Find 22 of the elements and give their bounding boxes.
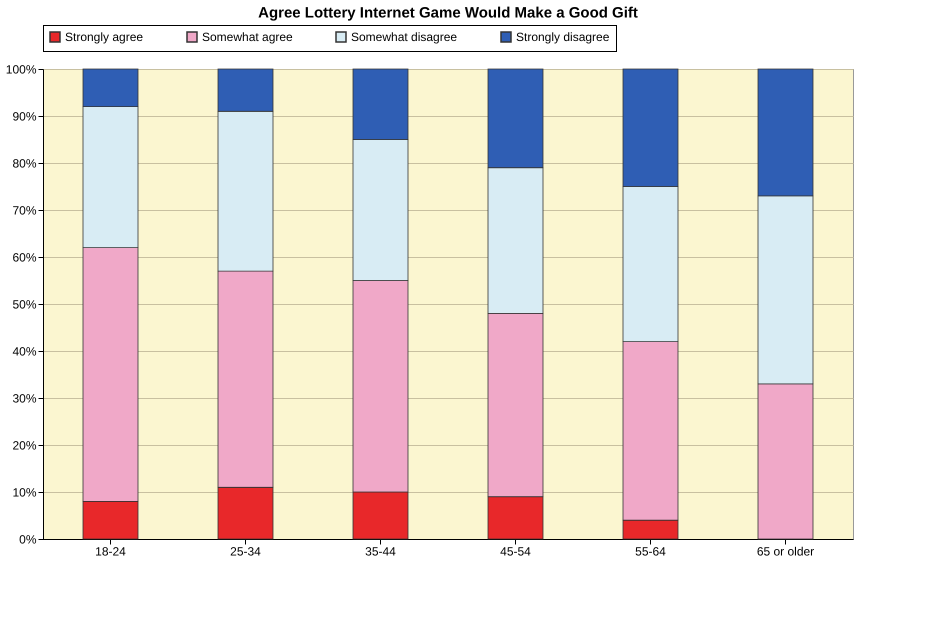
y-tick-label: 80% [12, 156, 37, 170]
legend-label: Strongly disagree [516, 30, 610, 44]
x-tick-label: 35-44 [365, 544, 396, 558]
y-tick-label: 90% [12, 110, 37, 124]
legend-label: Somewhat agree [202, 30, 294, 44]
y-tick-label: 10% [12, 486, 37, 500]
chart-title: Agree Lottery Internet Game Would Make a Good Gift [258, 4, 638, 22]
legend-label: Somewhat disagree [351, 30, 458, 44]
y-tick-label: 50% [12, 298, 37, 312]
y-tick-label: 60% [12, 250, 37, 264]
x-tick-label: 65 or older [756, 544, 814, 558]
y-tick-label: 70% [12, 204, 37, 218]
x-tick-label: 45-54 [500, 544, 532, 558]
y-tick-label: 20% [12, 438, 37, 452]
y-tick-label: 30% [12, 392, 37, 406]
x-tick-label: 18-24 [95, 544, 126, 558]
x-tick-label: 55-64 [635, 544, 666, 558]
y-tick-label: 100% [6, 62, 37, 76]
legend-label: Strongly agree [65, 30, 144, 44]
y-tick-label: 0% [19, 532, 37, 546]
y-tick-label: 40% [12, 344, 37, 358]
x-tick-label: 25-34 [230, 544, 262, 558]
